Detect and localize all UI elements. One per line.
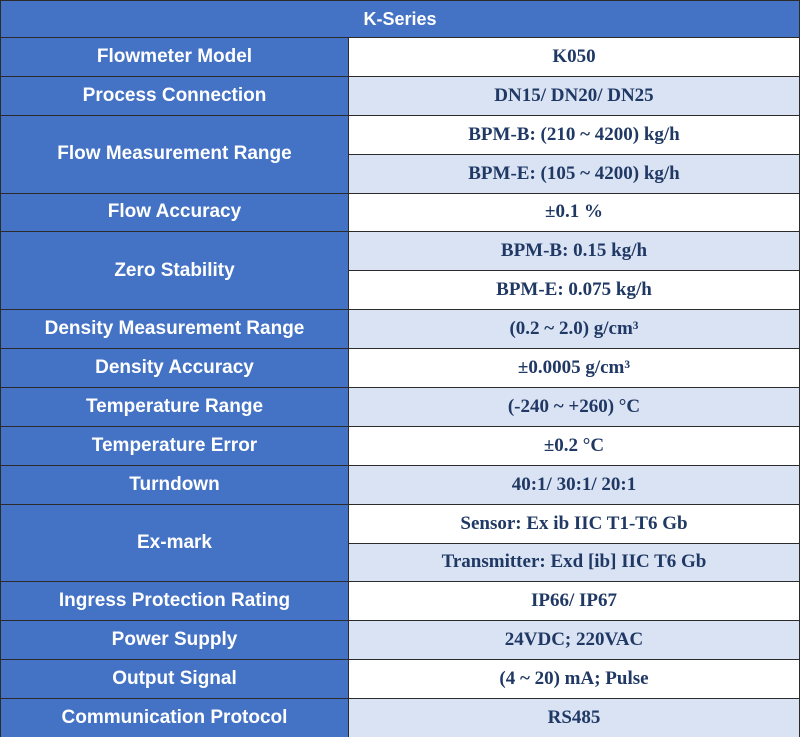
row-value: (0.2 ~ 2.0) g/cm³ bbox=[348, 309, 800, 350]
row-label: Communication Protocol bbox=[0, 698, 349, 737]
row-value: 40:1/ 30:1/ 20:1 bbox=[348, 464, 800, 505]
row-value: (-240 ~ +260) °C bbox=[348, 387, 800, 427]
row-value: BPM-E: 0.075 kg/h bbox=[348, 270, 800, 311]
row-value: IP66/ IP67 bbox=[348, 581, 800, 622]
row-value: BPM-E: (105 ~ 4200) kg/h bbox=[348, 153, 800, 194]
row-value: BPM-B: 0.15 kg/h bbox=[348, 231, 800, 272]
row-label: Output Signal bbox=[0, 659, 349, 700]
row-label: Process Connection bbox=[0, 75, 349, 116]
row-value: Transmitter: Exd [ib] IIC T6 Gb bbox=[348, 542, 800, 583]
row-label: Ex-mark bbox=[0, 503, 349, 583]
table-title: K-Series bbox=[0, 0, 800, 38]
row-value: RS485 bbox=[348, 698, 800, 737]
row-value: ±0.1 % bbox=[348, 192, 800, 233]
row-value: DN15/ DN20/ DN25 bbox=[348, 75, 800, 116]
row-value: 24VDC; 220VAC bbox=[348, 620, 800, 661]
row-label: Flowmeter Model bbox=[0, 37, 349, 77]
row-label: Flow Measurement Range bbox=[0, 114, 349, 194]
row-value: BPM-B: (210 ~ 4200) kg/h bbox=[348, 114, 800, 155]
row-label: Turndown bbox=[0, 464, 349, 505]
row-value: ±0.0005 g/cm³ bbox=[348, 348, 800, 388]
row-label: Temperature Range bbox=[0, 387, 349, 427]
row-label: Temperature Error bbox=[0, 425, 349, 466]
row-value: (4 ~ 20) mA; Pulse bbox=[348, 659, 800, 700]
row-value: ±0.2 °C bbox=[348, 425, 800, 466]
row-label: Power Supply bbox=[0, 620, 349, 661]
row-label: Density Accuracy bbox=[0, 348, 349, 388]
row-label: Ingress Protection Rating bbox=[0, 581, 349, 622]
row-value: K050 bbox=[348, 37, 800, 77]
row-label: Flow Accuracy bbox=[0, 192, 349, 233]
row-label: Zero Stability bbox=[0, 231, 349, 311]
row-value: Sensor: Ex ib IIC T1-T6 Gb bbox=[348, 503, 800, 544]
row-label: Density Measurement Range bbox=[0, 309, 349, 350]
